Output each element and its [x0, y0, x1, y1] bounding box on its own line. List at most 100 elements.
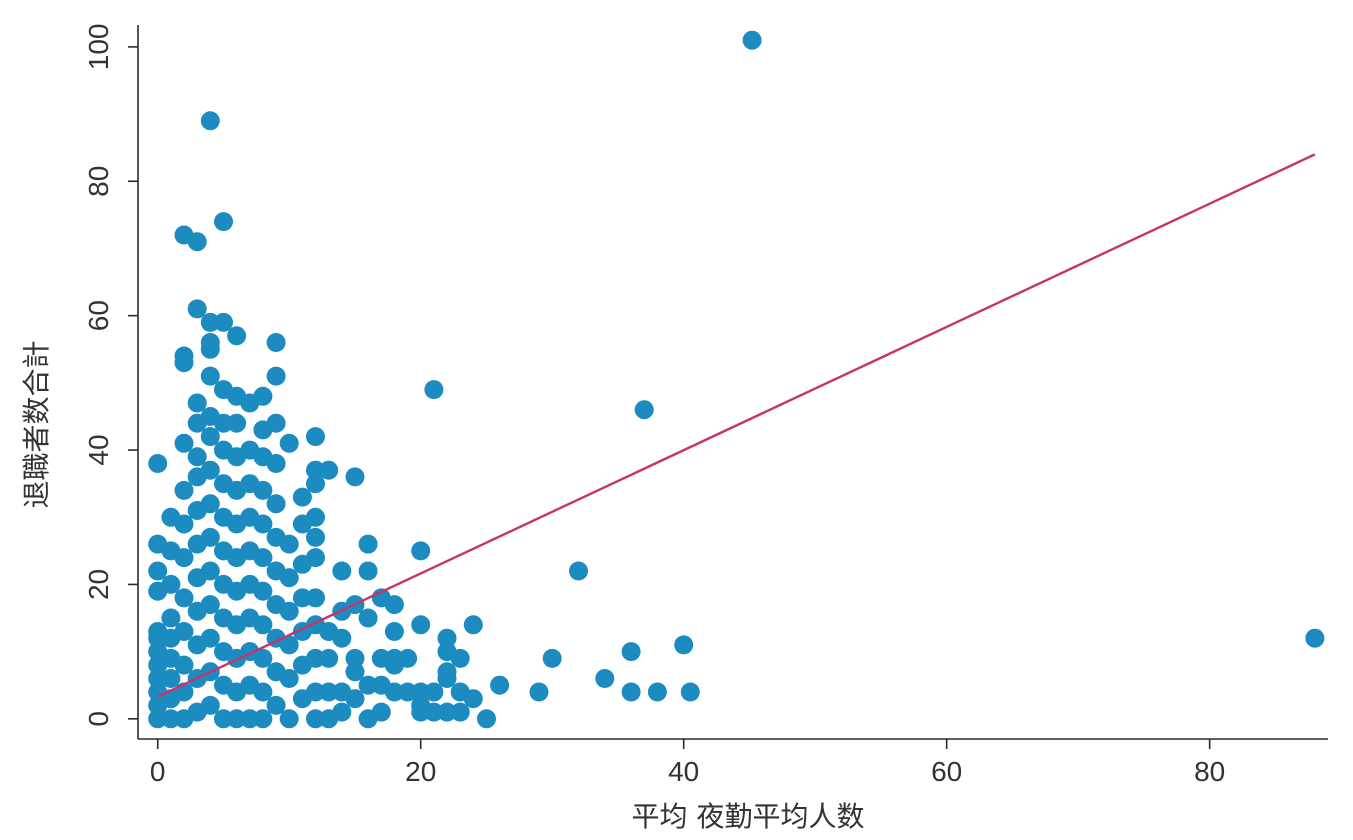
data-point: [214, 709, 233, 729]
data-point: [187, 299, 207, 319]
data-point: [200, 366, 220, 386]
data-point: [148, 709, 168, 729]
data-point: [214, 212, 233, 232]
data-point: [437, 669, 457, 688]
data-point: [174, 433, 194, 453]
data-point: [345, 689, 365, 709]
data-point: [161, 574, 181, 594]
data-point: [680, 682, 700, 702]
data-point: [424, 380, 444, 400]
data-point: [306, 527, 325, 547]
data-point: [358, 608, 378, 628]
data-point: [319, 682, 339, 702]
data-point: [174, 514, 194, 534]
data-point: [595, 669, 615, 688]
data-point: [253, 548, 273, 568]
data-point: [200, 628, 220, 648]
data-point: [306, 460, 325, 480]
data-point: [358, 675, 378, 695]
data-point: [621, 682, 641, 702]
data-point: [266, 695, 286, 715]
data-point: [569, 561, 588, 581]
data-point: [253, 682, 273, 702]
data-point: [319, 648, 339, 668]
fit-line: [157, 153, 1316, 698]
data-point: [227, 709, 247, 729]
data-point: [161, 709, 181, 729]
data-point: [266, 333, 286, 352]
data-point: [306, 648, 325, 668]
data-point: [345, 648, 365, 668]
data-point: [319, 460, 339, 480]
data-point: [306, 709, 325, 729]
data-point: [148, 628, 168, 648]
data-point: [384, 595, 404, 615]
data-point: [306, 682, 325, 702]
data-point: [200, 494, 220, 514]
data-point: [411, 682, 431, 702]
data-point: [292, 487, 312, 507]
y-axis-ticks: 0 20 40 60 80 100: [83, 24, 138, 727]
y-axis-title: 退職者数合計: [20, 340, 53, 508]
data-point: [240, 709, 260, 729]
data-point: [345, 662, 365, 682]
y-tick-label: 40: [83, 434, 114, 465]
data-point: [200, 111, 220, 131]
data-point: [621, 642, 641, 662]
data-point: [279, 601, 299, 621]
data-point: [200, 695, 220, 715]
data-points: [148, 30, 1325, 729]
data-point: [292, 588, 312, 608]
y-tick-label: 20: [83, 569, 114, 600]
data-point: [398, 682, 418, 702]
data-point: [214, 413, 233, 433]
x-axis-title: 平均 夜勤平均人数: [632, 800, 865, 833]
data-point: [306, 588, 325, 608]
data-point: [227, 413, 247, 433]
data-point: [332, 702, 352, 722]
data-point: [279, 635, 299, 655]
data-point: [332, 561, 352, 581]
data-point: [345, 467, 365, 487]
data-point: [266, 366, 286, 386]
data-point: [742, 30, 762, 50]
axes: 0 20 40 60 80 0 20 40 60 80 100: [83, 24, 1328, 787]
x-tick-label: 0: [150, 756, 166, 787]
y-tick-label: 60: [83, 300, 114, 331]
data-point: [187, 393, 207, 413]
data-point: [279, 534, 299, 554]
data-point: [424, 682, 444, 702]
data-point: [253, 615, 273, 635]
data-point: [174, 480, 194, 500]
data-point: [253, 480, 273, 500]
data-point: [266, 454, 286, 473]
data-point: [187, 232, 207, 252]
x-tick-label: 60: [931, 756, 962, 787]
data-point: [1305, 628, 1325, 648]
data-point: [187, 447, 207, 467]
data-point: [148, 561, 168, 581]
data-point: [200, 312, 220, 332]
data-point: [253, 581, 273, 601]
data-point: [148, 669, 168, 688]
data-point: [306, 427, 325, 447]
data-point: [437, 628, 457, 648]
y-tick-label: 0: [83, 711, 114, 727]
data-point: [490, 675, 510, 695]
data-point: [437, 702, 457, 722]
data-point: [371, 702, 391, 722]
data-point: [174, 353, 194, 373]
data-point: [634, 400, 654, 420]
data-point: [424, 702, 444, 722]
data-point: [174, 548, 194, 568]
data-point: [332, 628, 352, 648]
x-axis-ticks: 0 20 40 60 80: [150, 739, 1225, 787]
data-point: [161, 669, 181, 688]
y-tick-label: 100: [83, 24, 114, 71]
x-tick-label: 80: [1194, 756, 1225, 787]
data-point: [200, 460, 220, 480]
data-point: [463, 689, 483, 709]
data-point: [358, 561, 378, 581]
data-point: [174, 588, 194, 608]
